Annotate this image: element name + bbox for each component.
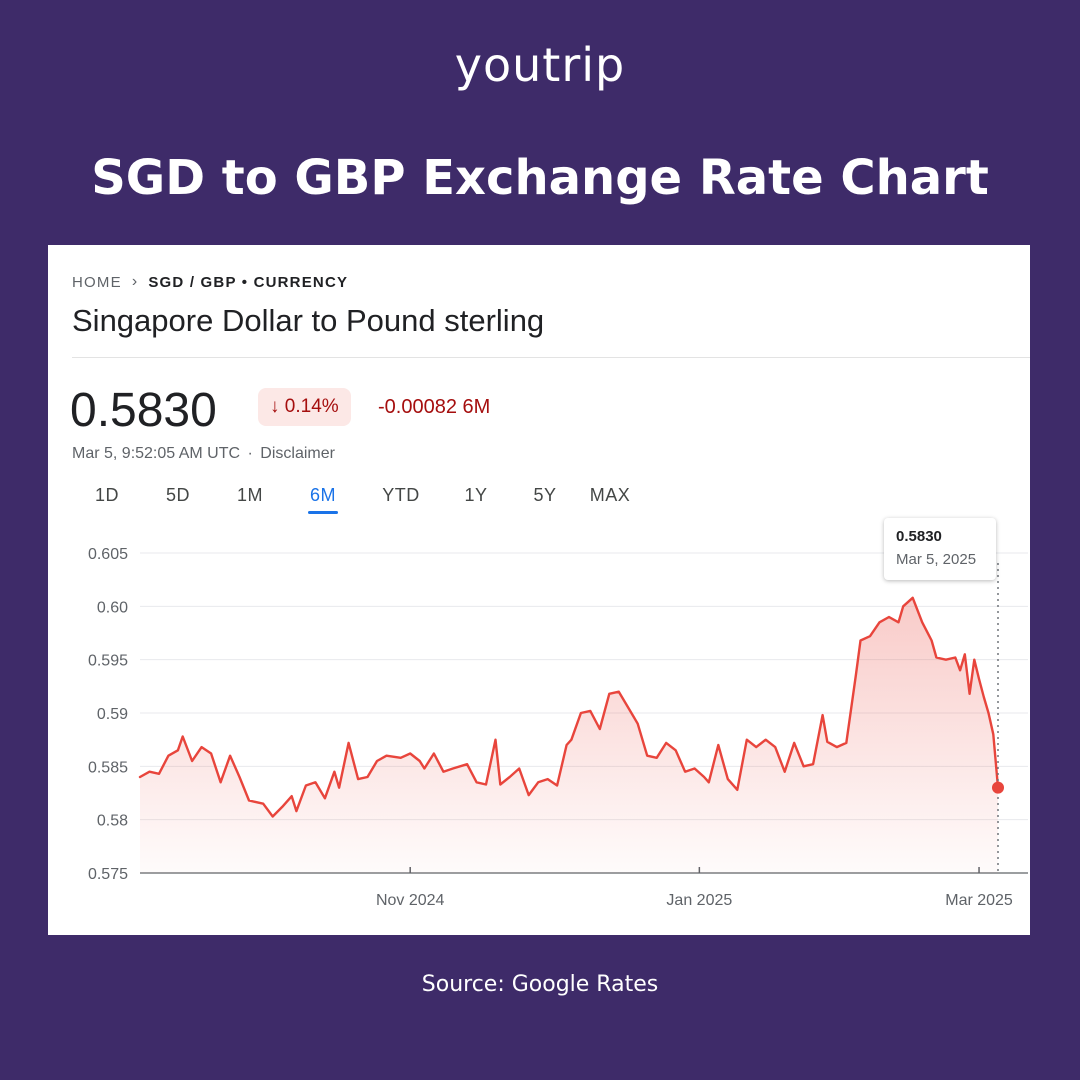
breadcrumb: HOME › SGD / GBP • CURRENCY — [72, 273, 348, 291]
series-line — [138, 596, 1000, 818]
y-tick-label: 0.595 — [88, 653, 128, 670]
current-price: 0.5830 — [70, 384, 217, 437]
rate-chart: 0.605 0.60 0.595 0.59 0.585 0.58 0.575 Nov 2024… — [88, 546, 1028, 909]
change-percent-badge: ↓ 0.14% — [258, 388, 351, 426]
timestamp-separator: · — [247, 445, 253, 462]
tab-ytd[interactable]: YTD — [382, 485, 420, 505]
change-absolute: -0.00082 6M — [378, 396, 491, 418]
tab-slot: 1M — [214, 483, 286, 514]
tab-max[interactable]: MAX — [589, 485, 631, 505]
tab-5d[interactable]: 5D — [165, 485, 190, 505]
tooltip-value: 0.5830 — [896, 528, 942, 545]
breadcrumb-current: SGD / GBP • CURRENCY — [148, 273, 349, 291]
last-point-marker — [992, 781, 1004, 794]
series-area — [140, 597, 998, 873]
tab-slot: 5Y — [510, 483, 580, 514]
tab-5y[interactable]: 5Y — [533, 485, 557, 505]
tab-slot: MAX — [580, 483, 640, 514]
tab-slot: 1D — [72, 483, 142, 514]
tab-1m[interactable]: 1M — [236, 485, 263, 505]
tab-slot: 1Y — [442, 483, 510, 514]
y-tick-label: 0.585 — [88, 759, 128, 776]
tab-1y[interactable]: 1Y — [464, 485, 488, 505]
page-headline: SGD to GBP Exchange Rate Chart — [91, 150, 989, 206]
y-tick-label: 0.59 — [97, 706, 128, 723]
page-title: Singapore Dollar to Pound sterling — [72, 303, 545, 338]
youtrip-logo: youtrip — [454, 38, 626, 92]
y-tick-label: 0.58 — [97, 813, 128, 830]
tab-1d[interactable]: 1D — [94, 485, 119, 505]
chevron-right-icon: › — [131, 273, 139, 290]
disclaimer-link[interactable]: Disclaimer — [260, 445, 335, 462]
timestamp-text: Mar 5, 9:52:05 AM UTC — [72, 445, 241, 462]
price-timestamp: Mar 5, 9:52:05 AM UTC · Disclaimer — [72, 445, 335, 463]
breadcrumb-home[interactable]: HOME — [72, 273, 122, 291]
source-credit: Source: Google Rates — [421, 972, 659, 997]
chart-area: 0.605 0.60 0.595 0.59 0.585 0.58 0.575 Nov 2024… — [48, 515, 1030, 935]
y-tick-label: 0.605 — [88, 546, 128, 563]
tooltip-date: Mar 5, 2025 — [896, 551, 977, 568]
tab-slot: 5D — [142, 483, 214, 514]
tab-slot: 6M — [286, 483, 360, 514]
x-tick-label: Nov 2024 — [376, 892, 445, 909]
divider — [72, 357, 1030, 358]
range-tabs: 1D 5D 1M 6M YTD 1Y 5Y MAX — [72, 483, 640, 514]
tab-slot: YTD — [360, 483, 442, 514]
y-tick-label: 0.60 — [97, 599, 128, 616]
x-tick-label: Mar 2025 — [945, 892, 1013, 909]
tab-6m[interactable]: 6M — [307, 483, 339, 514]
chart-tooltip: 0.5830 Mar 5, 2025 — [884, 518, 996, 580]
y-tick-label: 0.575 — [88, 866, 128, 883]
rate-card: HOME › SGD / GBP • CURRENCY Singapore Do… — [48, 245, 1030, 935]
x-tick-label: Jan 2025 — [666, 892, 732, 909]
